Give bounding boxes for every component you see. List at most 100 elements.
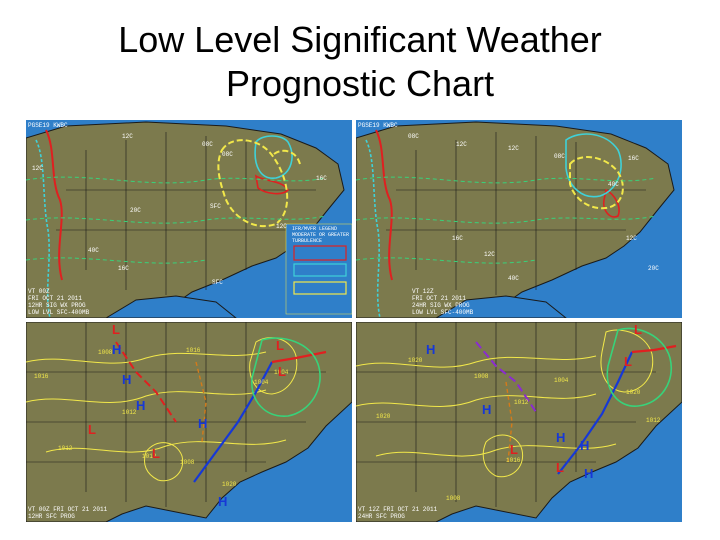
- warm-front: [631, 344, 677, 354]
- freezing-level-label: 08C: [554, 153, 565, 160]
- sigwx-12hr-panel: 12C 08C 08C 12C 16C SFC 20C 12C 40C 16C SFC PGSE19…: [26, 120, 352, 318]
- freezing-level-label: 08C: [202, 141, 213, 148]
- isobar: [356, 393, 597, 407]
- high-pressure-symbol: H: [122, 372, 131, 387]
- freezing-level-label: 20C: [130, 207, 141, 214]
- isobar-label: 1020: [222, 481, 237, 488]
- cold-front: [557, 351, 633, 475]
- isobar-label: 1012: [142, 453, 157, 460]
- mvfr-contour: [254, 135, 293, 179]
- isobar: [600, 329, 654, 393]
- freezing-level-label: 40C: [508, 275, 519, 282]
- isobar-labels: 1020 1008 1012 1004 1020 1012 1016 1020 1008: [376, 357, 661, 502]
- sfc-24hr-valid-label: VT 12Z FRI OCT 21 2011 24HR SFC PROG: [358, 506, 438, 520]
- high-pressure-symbol: H: [482, 402, 491, 417]
- cold-front: [193, 361, 273, 483]
- freezing-level-label: 16C: [628, 155, 639, 162]
- low-pressure-symbol: L: [556, 460, 564, 475]
- freezing-level-label: 12C: [32, 165, 43, 172]
- mvfr-contour: [565, 133, 622, 198]
- low-pressure-symbol: L: [510, 442, 518, 457]
- state-borders: [56, 132, 316, 295]
- high-pressure-symbol: H: [580, 438, 589, 453]
- isobar: [482, 434, 524, 478]
- isobar-label: 1008: [180, 459, 195, 466]
- freezing-level-line: [356, 215, 657, 224]
- isobar-label: 1012: [58, 445, 73, 452]
- isobar-label: 1020: [376, 413, 391, 420]
- isobar-label: 1012: [514, 399, 529, 406]
- sigwx-12hr-valid-label: VT 00Z FRI OCT 21 2011 12HR SIG WX PROG …: [28, 288, 90, 316]
- freezing-level-label: 16C: [118, 265, 129, 272]
- freezing-level-label: 12C: [626, 235, 637, 242]
- isobar: [26, 389, 267, 403]
- low-pressure-symbol: L: [88, 422, 96, 437]
- isobar-label: 1004: [554, 377, 569, 384]
- legend-turbulence-swatch: [293, 281, 347, 295]
- turbulence-area: [273, 149, 301, 165]
- ifr-contour: [45, 129, 63, 281]
- stationary-front: [115, 341, 177, 423]
- high-pressure-symbol: H: [426, 342, 435, 357]
- warm-front: [271, 350, 327, 364]
- isobar-label: 1016: [186, 347, 201, 354]
- isobar-label: 1012: [122, 409, 137, 416]
- freezing-level-label: 12C: [122, 133, 133, 140]
- mvfr-contour: [35, 139, 51, 318]
- freezing-level-label: 08C: [408, 133, 419, 140]
- sigwx-24hr-panel: 08C 12C 12C 08C 16C 40C 16C 12C 40C 20C 12C PGSE19…: [356, 120, 682, 318]
- freezing-level-label: 12C: [456, 141, 467, 148]
- freezing-level-label: 08C: [222, 151, 233, 158]
- sigwx-12hr-id-label: PGSE19 KWBC: [28, 122, 68, 129]
- high-pressure-symbol: H: [198, 416, 207, 431]
- freezing-level-line: [26, 176, 327, 184]
- freezing-level-label: 20C: [648, 265, 659, 272]
- low-pressure-symbol: L: [152, 446, 160, 461]
- high-pressure-symbol: H: [556, 430, 565, 445]
- high-pressure-symbol: H: [584, 466, 593, 481]
- low-pressure-symbol: L: [276, 338, 284, 353]
- sfc-12hr-valid-label: VT 00Z FRI OCT 21 2011 12HR SFC PROG: [28, 506, 108, 520]
- sigwx-24hr-valid-label: VT 12Z FRI OCT 21 2011 24HR SIG WX PROG …: [412, 288, 474, 316]
- freezing-level-label: 16C: [452, 235, 463, 242]
- freezing-level-label: SFC: [210, 203, 221, 210]
- sigwx-12hr-map: 12C 08C 08C 12C 16C SFC 20C 12C 40C 16C SFC: [26, 121, 352, 318]
- isobar-label: 1004: [274, 369, 289, 376]
- isobar: [26, 351, 267, 364]
- ifr-contour: [375, 129, 393, 281]
- sfc-12hr-map: 1008 1016 1012 1004 1012 1008 1004 1016 1012 1020…: [26, 322, 352, 522]
- state-borders: [356, 322, 656, 507]
- isobar-label: 1004: [254, 379, 269, 386]
- ifr-contour: [602, 188, 620, 218]
- freezing-level-line: [356, 176, 657, 184]
- high-pressure-symbol: H: [112, 342, 121, 357]
- freezing-level-label: 16C: [316, 175, 327, 182]
- slide-title: Low Level Significant Weather Prognostic…: [0, 18, 720, 106]
- low-pressure-symbol: L: [112, 322, 120, 337]
- freezing-level-label: SFC: [212, 279, 223, 286]
- freezing-level-label: 12C: [508, 145, 519, 152]
- gulf-coast: [435, 295, 567, 318]
- legend-mvfr-swatch: [293, 263, 347, 277]
- isobar: [45, 439, 287, 453]
- stationary-front: [475, 341, 537, 413]
- title-line-2: Prognostic Chart: [225, 63, 495, 104]
- freezing-level-label: 40C: [88, 247, 99, 254]
- isobar: [356, 355, 597, 368]
- isobar-label: 1008: [446, 495, 461, 502]
- freezing-level-labels: 12C 08C 08C 12C 16C SFC 20C 12C 40C 16C SFC: [32, 133, 327, 286]
- turbulence-area: [569, 156, 624, 210]
- prognostic-chart-grid: 12C 08C 08C 12C 16C SFC 20C 12C 40C 16C SFC PGSE19…: [26, 120, 682, 522]
- freezing-level-label: 12C: [276, 223, 287, 230]
- title-line-1: Low Level Significant Weather: [118, 19, 602, 60]
- low-pressure-symbol: L: [634, 322, 642, 337]
- sigwx-24hr-id-label: PGSE19 KWBC: [358, 122, 398, 129]
- chart-legend-box: [285, 223, 352, 315]
- state-borders: [26, 322, 326, 507]
- isobar-label: 1016: [34, 373, 49, 380]
